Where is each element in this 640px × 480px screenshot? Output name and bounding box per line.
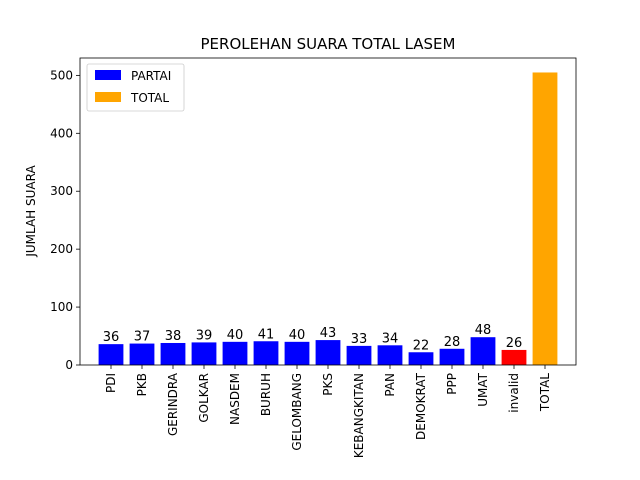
bar-gerindra — [160, 342, 186, 365]
legend-label-partai: PARTAI — [131, 69, 171, 83]
y-tick-label: 200 — [50, 242, 73, 256]
bar-value-label: 37 — [134, 330, 151, 345]
bar-demokrat — [408, 352, 434, 365]
y-tick-label: 100 — [50, 300, 73, 314]
legend-swatch-partai — [95, 70, 121, 80]
bar-pkb — [129, 343, 155, 365]
bar-value-label: 38 — [165, 329, 182, 344]
bar-nasdem — [222, 341, 248, 365]
bars-group — [98, 72, 558, 365]
x-tick-label: GOLKAR — [197, 373, 211, 423]
bar-pdi — [98, 344, 124, 365]
x-tick-label: DEMOKRAT — [414, 372, 428, 440]
x-tick-label: PPP — [445, 373, 459, 395]
x-tick-label: GERINDRA — [166, 372, 180, 436]
bar-umat — [470, 337, 496, 365]
bar-buruh — [253, 341, 279, 365]
x-tick-label: PDI — [104, 373, 118, 393]
y-axis-label: JUMLAH SUARA — [24, 165, 38, 258]
chart-title: PEROLEHAN SUARA TOTAL LASEM — [201, 35, 456, 53]
x-tick-label: PAN — [383, 373, 397, 397]
bar-value-label: 40 — [289, 328, 306, 343]
x-tick-label: TOTAL — [538, 373, 552, 412]
bar-value-label: 48 — [475, 323, 492, 338]
x-tick-label: PKB — [135, 373, 149, 396]
x-tick-label: GELOMBANG — [290, 373, 304, 451]
bar-value-label: 43 — [320, 326, 337, 341]
bar-value-label: 33 — [351, 332, 368, 347]
legend-swatch-total — [95, 92, 121, 102]
bar-value-label: 40 — [227, 328, 244, 343]
bar-value-label: 22 — [413, 338, 430, 353]
bar-kebangkitan — [346, 345, 372, 365]
bar-gelombang — [284, 341, 310, 365]
bar-pks — [315, 340, 341, 365]
x-tick-label: NASDEM — [228, 373, 242, 425]
legend-label-total: TOTAL — [130, 91, 169, 105]
y-axis: 0 100 200 300 400 500 — [50, 68, 80, 372]
bar-invalid — [501, 349, 527, 365]
x-tick-label: KEBANGKITAN — [352, 373, 366, 458]
bar-value-label: 28 — [444, 335, 461, 350]
bar-value-label: 26 — [506, 336, 523, 351]
bar-ppp — [439, 348, 465, 365]
bar-value-label: 36 — [103, 330, 120, 345]
bar-value-label: 41 — [258, 327, 275, 342]
y-tick-label: 300 — [50, 184, 73, 198]
plot-frame — [79, 57, 577, 366]
legend: PARTAI TOTAL — [86, 63, 185, 112]
y-tick-label: 500 — [50, 68, 73, 82]
bar-total — [532, 72, 558, 365]
y-tick-label: 400 — [50, 126, 73, 140]
y-tick-label: 0 — [65, 358, 73, 372]
bar-value-label: 39 — [196, 328, 213, 343]
bar-labels-group: 36 37 38 39 40 41 40 43 33 34 22 28 48 26 — [103, 323, 523, 353]
x-tick-label: invalid — [507, 373, 521, 413]
bar-pan — [377, 345, 403, 365]
bar-value-label: 34 — [382, 331, 399, 346]
x-tick-label: UMAT — [476, 372, 490, 406]
x-tick-label: BURUH — [259, 373, 273, 416]
bar-golkar — [191, 342, 217, 365]
x-tick-label: PKS — [321, 373, 335, 396]
x-axis: PDI PKB GERINDRA GOLKAR NASDEM BURUH GELOMBANG… — [104, 365, 552, 458]
